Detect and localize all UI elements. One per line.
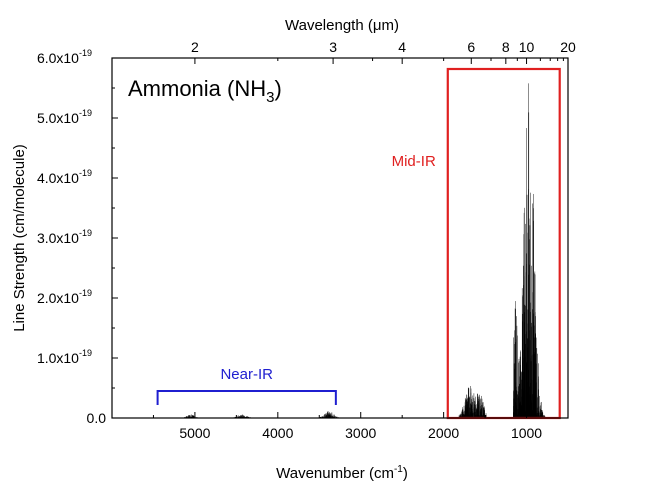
mid-ir-label: Mid-IR (392, 153, 436, 170)
band-lines-3 (458, 386, 487, 418)
y-tick-label: 0.0 (87, 410, 107, 426)
y-tick-label: 6.0x10-19 (37, 48, 92, 66)
y-tick-label: 2.0x10-19 (37, 288, 92, 306)
x-tick-label: 5000 (179, 425, 210, 441)
x-axis-title: Wavenumber (cm-1) (276, 464, 408, 482)
y-axis-title: Line Strength (cm/molecule) (11, 144, 28, 332)
mid-ir-box (446, 67, 561, 420)
top-tick-label: 20 (560, 39, 576, 55)
top-tick-label: 4 (398, 39, 406, 55)
chart-title-main: Ammonia (NH (128, 76, 266, 101)
band-lines-4 (513, 83, 549, 418)
top-tick-label: 6 (467, 39, 475, 55)
band-lines-2 (319, 411, 339, 418)
y-tick-label: 3.0x10-19 (37, 228, 92, 246)
near-ir-bracket (156, 390, 337, 405)
band-2 (319, 411, 339, 418)
band-3 (458, 386, 487, 418)
top-tick-label: 10 (519, 39, 535, 55)
plot-frame (111, 57, 569, 419)
top-tick-label: 8 (502, 39, 510, 55)
x-axis-title-main: Wavenumber (cm (276, 465, 394, 482)
y-tick-label: 1.0x10-19 (37, 348, 92, 366)
axes: 5000 4000 3000 2000 1000 0.0 1.0x10-19 2.0x10-1… (37, 39, 576, 441)
x-tick-label: 1000 (511, 425, 542, 441)
x-axis-title-close: ) (403, 465, 408, 482)
x-tick-label: 2000 (428, 425, 459, 441)
y-tick-label: 4.0x10-19 (37, 168, 92, 186)
top-tick-label: 2 (191, 39, 199, 55)
x-axis-title-superscript: -1 (394, 464, 403, 475)
chart-title-subscript: 3 (266, 89, 274, 106)
top-tick-label: 3 (329, 39, 337, 55)
spectral-regions: Near-IR Mid-IR (156, 67, 561, 420)
chart-title: Ammonia (NH3) (128, 76, 282, 106)
y-tick-label: 5.0x10-19 (37, 108, 92, 126)
top-axis-title: Wavelength (μm) (285, 17, 399, 34)
x-tick-label: 4000 (262, 425, 293, 441)
near-ir-label: Near-IR (220, 366, 273, 383)
band-4 (513, 83, 549, 418)
chart-title-close: ) (274, 76, 281, 101)
x-tick-label: 3000 (345, 425, 376, 441)
